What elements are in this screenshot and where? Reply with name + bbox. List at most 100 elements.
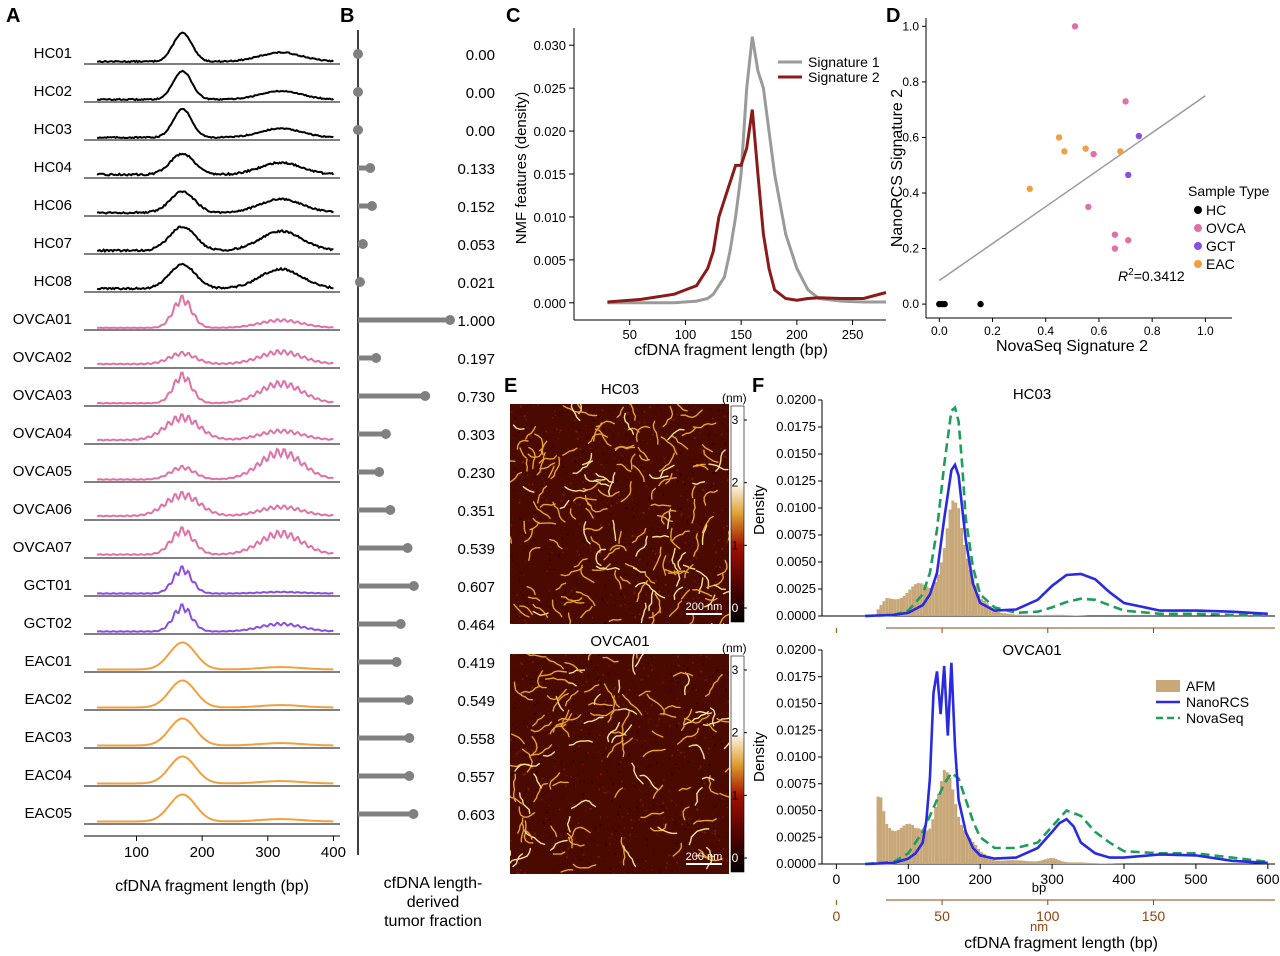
afm-strand	[652, 420, 659, 445]
afm-grain	[575, 444, 578, 447]
afm-strand	[632, 567, 646, 573]
afm-grain	[722, 795, 724, 798]
afm-grain	[713, 805, 717, 808]
afm-grain	[548, 848, 551, 851]
panel-d-xlabel: NovaSeq Signature 2	[996, 338, 1148, 355]
afm-grain	[645, 593, 648, 596]
afm-grain	[618, 771, 620, 774]
afm-grain	[645, 809, 648, 812]
panel-c-y-tick-label: 0.020	[533, 124, 566, 139]
afm-grain	[645, 619, 648, 621]
afm-grain	[524, 788, 528, 791]
afm-strand	[593, 693, 601, 705]
tf-value-label: 0.00	[466, 123, 495, 140]
afm-grain	[651, 764, 653, 766]
afm-grain	[666, 807, 668, 809]
afm-grain	[583, 445, 585, 446]
afm-strand	[616, 406, 624, 418]
afm-grain	[727, 473, 729, 475]
afm-grain	[626, 498, 629, 500]
afm-grain	[638, 824, 641, 826]
afm-strand	[652, 784, 664, 799]
afm-grain	[677, 550, 680, 553]
panel-d-y-tick-label: 0.0	[902, 297, 919, 311]
afm-hist-bar	[977, 849, 981, 864]
afm-grain	[510, 410, 513, 413]
afm-grain	[599, 823, 602, 827]
afm-grain	[514, 467, 517, 470]
afm-grain	[726, 685, 728, 687]
afm-grain	[579, 448, 582, 451]
afm-hist-bar	[1078, 862, 1081, 864]
afm-grain	[629, 818, 633, 822]
afm-grain	[724, 451, 726, 453]
afm-hist-bar	[1023, 860, 1027, 864]
afm-hist-bar	[968, 569, 972, 616]
panel-f-legend-swatch	[1156, 680, 1180, 692]
afm-strand	[635, 535, 648, 557]
afm-grain	[648, 566, 650, 568]
afm-hist-bar	[1057, 860, 1061, 864]
afm-strand	[688, 828, 710, 846]
afm-grain	[602, 425, 604, 427]
afm-grain	[631, 534, 634, 537]
tf-dot	[366, 201, 377, 211]
afm-grain	[562, 797, 565, 799]
afm-grain	[605, 843, 608, 846]
afm-grain	[532, 551, 534, 553]
profile-line-gct02	[96, 603, 334, 633]
afm-grain	[712, 443, 715, 446]
afm-grain	[650, 668, 654, 672]
afm-grain	[573, 838, 576, 841]
afm-strand	[676, 404, 688, 412]
afm-grain	[570, 418, 572, 421]
afm-grain	[598, 441, 600, 443]
afm-strand	[559, 499, 570, 510]
afm-grain	[724, 443, 727, 446]
afm-grain	[726, 467, 728, 469]
afm-grain	[528, 688, 530, 690]
afm-grain	[516, 871, 519, 874]
afm-grain	[588, 807, 592, 811]
sample-label: HC08	[34, 273, 72, 290]
afm-strand	[520, 694, 534, 701]
afm-grain	[713, 430, 715, 432]
afm-grain	[580, 735, 582, 738]
afm-strand	[587, 654, 592, 661]
afm-grain	[651, 527, 653, 529]
afm-grain	[701, 450, 704, 453]
tf-dot	[402, 543, 413, 553]
afm-grain	[516, 594, 518, 596]
afm-grain	[559, 411, 562, 415]
afm-grain	[636, 730, 639, 733]
afm-strand	[649, 474, 669, 480]
afm-grain	[588, 560, 591, 563]
afm-grain	[631, 499, 633, 501]
afm-grain	[667, 414, 669, 417]
sample-label: HC07	[34, 235, 72, 252]
colorbar-tick-label: 2	[732, 476, 739, 490]
afm-grain	[678, 440, 681, 443]
afm-grain	[632, 440, 634, 442]
afm-grain	[670, 554, 672, 556]
afm-grain	[707, 860, 710, 863]
panel-f-y-tick-label: 0.0000	[776, 608, 816, 623]
afm-grain	[547, 410, 549, 412]
afm-grain	[626, 486, 629, 489]
afm-strand	[639, 774, 659, 791]
afm-grain	[631, 680, 634, 682]
afm-grain	[617, 433, 620, 435]
afm-grain	[583, 424, 585, 426]
afm-hist-bar	[937, 574, 940, 616]
afm-grain	[598, 830, 600, 832]
afm-strand	[552, 501, 566, 523]
afm-strand	[514, 763, 541, 772]
afm-grain	[515, 405, 517, 407]
afm-hist-bar	[1020, 614, 1024, 616]
afm-grain	[580, 456, 582, 459]
afm-grain	[690, 428, 692, 430]
afm-grain	[609, 758, 612, 761]
sample-label: HC03	[34, 121, 72, 138]
afm-grain	[673, 411, 677, 414]
afm-grain	[531, 483, 534, 486]
